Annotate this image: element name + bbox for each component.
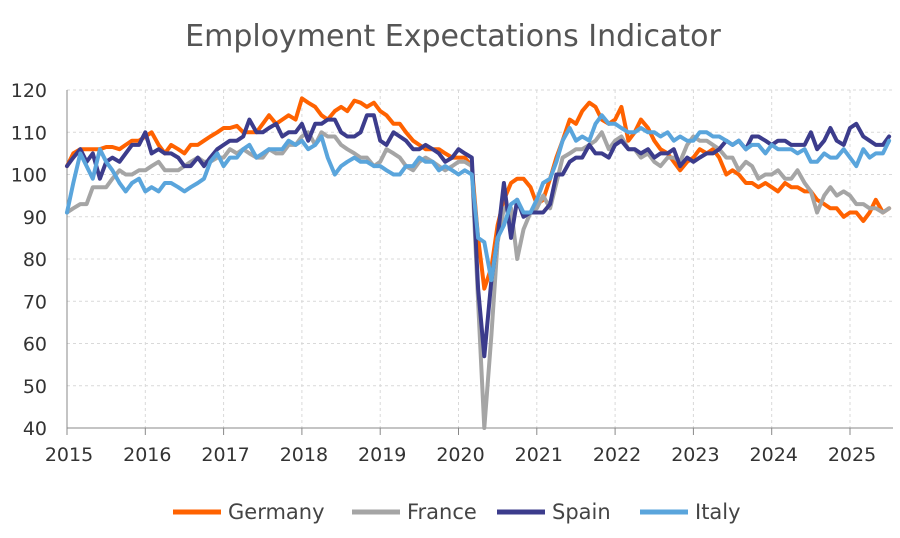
y-tick-label: 100 (11, 165, 47, 187)
legend: Germany France Spain Italy (173, 500, 741, 524)
y-tick-label: 90 (23, 207, 47, 229)
legend-label: Spain (552, 500, 611, 524)
x-tick-label: 2017 (201, 444, 249, 466)
x-tick-label: 2018 (280, 444, 328, 466)
legend-item-italy: Italy (640, 500, 741, 524)
y-tick-label: 50 (23, 376, 47, 398)
y-tick-label: 40 (23, 418, 47, 440)
x-tick-label: 2024 (750, 444, 798, 466)
x-tick-label: 2021 (515, 444, 563, 466)
legend-label: Germany (228, 500, 325, 524)
y-tick-label: 120 (11, 80, 47, 102)
y-tick-label: 80 (23, 249, 47, 271)
legend-label: France (407, 500, 477, 524)
x-tick-label: 2023 (671, 444, 719, 466)
legend-item-spain: Spain (497, 500, 611, 524)
x-tick-label: 2015 (45, 444, 93, 466)
y-tick-label: 60 (23, 334, 47, 356)
y-tick-label: 110 (11, 122, 47, 144)
x-tick-label: 2016 (123, 444, 171, 466)
x-tick-label: 2019 (358, 444, 406, 466)
x-axis: 2015 2016 2017 2018 2019 2020 2021 2022 2023 2024… (45, 427, 893, 466)
series-lines (65, 96, 892, 430)
chart-title: Employment Expectations Indicator (185, 19, 721, 54)
x-tick-label: 2025 (828, 444, 876, 466)
x-tick-label: 2022 (593, 444, 641, 466)
y-axis: 120 110 100 90 80 70 60 50 40 (11, 80, 68, 440)
legend-item-france: France (352, 500, 477, 524)
x-tick-label: 2020 (436, 444, 484, 466)
legend-label: Italy (695, 500, 741, 524)
legend-item-germany: Germany (173, 500, 325, 524)
y-tick-label: 70 (23, 291, 47, 313)
series-line-spain (65, 113, 892, 359)
series-line-italy (65, 113, 892, 283)
